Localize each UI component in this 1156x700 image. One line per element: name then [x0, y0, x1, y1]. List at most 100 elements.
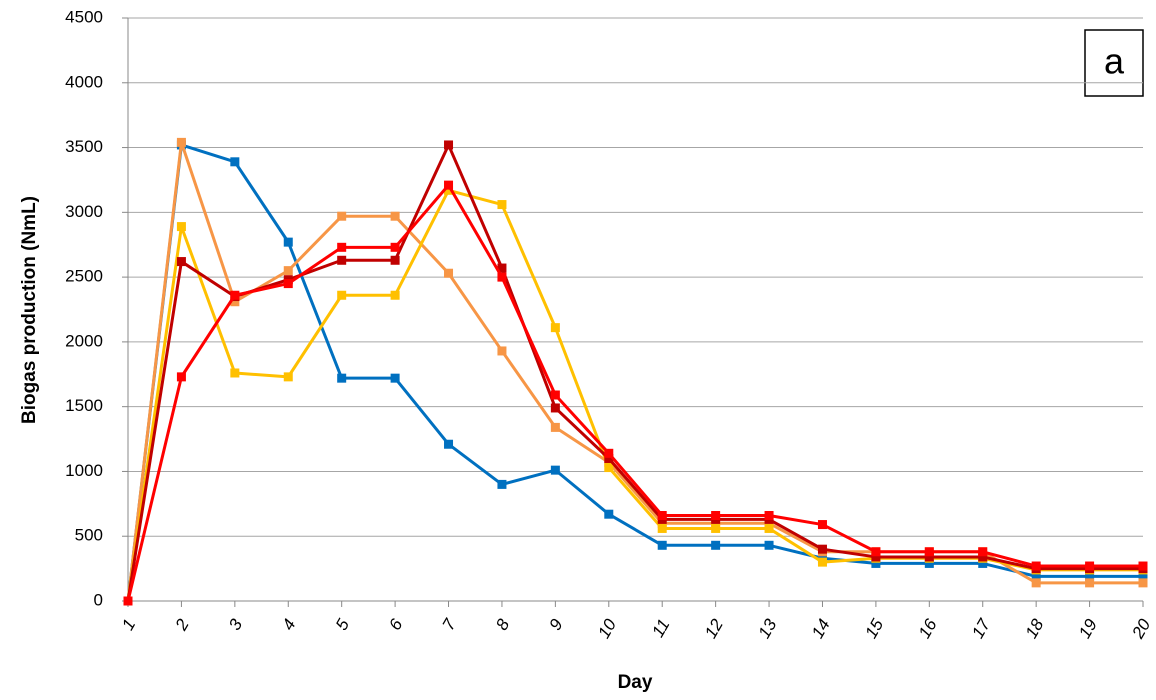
annotation: a	[1104, 41, 1125, 82]
y-tick-label: 2000	[65, 331, 103, 350]
x-tick-label: 13	[754, 615, 780, 641]
x-tick-label: 20	[1128, 615, 1155, 642]
point-marker	[1031, 561, 1041, 571]
point-marker	[497, 200, 507, 210]
point-marker	[337, 373, 347, 383]
series-line	[126, 143, 1143, 602]
point-marker	[390, 211, 400, 221]
point-marker	[123, 596, 133, 606]
point-marker	[176, 372, 186, 382]
point-marker	[444, 140, 454, 150]
point-marker	[657, 523, 667, 533]
point-marker	[657, 510, 667, 520]
point-marker	[978, 552, 988, 562]
point-marker	[604, 453, 614, 463]
point-marker	[390, 255, 400, 265]
point-marker	[497, 479, 507, 489]
series-line	[126, 140, 1143, 602]
point-marker	[283, 372, 293, 382]
point-marker	[550, 323, 560, 333]
point-marker	[230, 368, 240, 378]
point-marker	[444, 185, 454, 195]
point-marker	[176, 257, 186, 267]
point-marker	[390, 290, 400, 300]
point-marker	[337, 255, 347, 265]
point-marker	[924, 547, 934, 557]
point-marker	[604, 463, 614, 473]
point-marker	[817, 557, 827, 567]
point-marker	[550, 390, 560, 400]
point-marker	[1138, 571, 1148, 581]
point-marker	[657, 540, 667, 550]
y-tick-label: 4000	[65, 72, 103, 91]
point-marker	[444, 439, 454, 449]
point-marker	[1138, 578, 1148, 588]
y-axis-title: Biogas production (NmL)	[19, 196, 40, 424]
series-line	[126, 188, 1143, 602]
point-marker	[283, 266, 293, 276]
point-marker	[924, 552, 934, 562]
point-marker	[1138, 561, 1148, 571]
x-tick-label: 7	[439, 615, 460, 633]
x-tick-label: 17	[968, 615, 994, 641]
y-tick-label: 0	[94, 590, 103, 609]
series-line	[126, 143, 1143, 602]
point-marker	[283, 279, 293, 289]
point-marker	[176, 137, 186, 147]
point-marker	[711, 540, 721, 550]
y-tick-label: 1000	[65, 461, 103, 480]
y-tick-label: 3000	[65, 202, 103, 221]
series-line	[126, 183, 1143, 602]
point-marker	[978, 547, 988, 557]
point-marker	[497, 272, 507, 282]
y-tick-label: 1500	[65, 396, 103, 415]
point-marker	[871, 547, 881, 557]
x-tick-label: 16	[915, 615, 941, 641]
x-tick-label: 12	[701, 615, 727, 641]
x-tick-label: 18	[1022, 615, 1048, 641]
point-marker	[176, 222, 186, 232]
point-marker	[337, 242, 347, 252]
point-marker	[1031, 578, 1041, 588]
y-tick-label: 4500	[65, 7, 103, 26]
point-marker	[497, 346, 507, 356]
point-marker	[604, 509, 614, 519]
point-marker	[764, 523, 774, 533]
point-marker	[497, 263, 507, 273]
point-marker	[550, 422, 560, 432]
point-marker	[230, 290, 240, 300]
point-marker	[230, 297, 240, 307]
point-marker	[711, 510, 721, 520]
point-marker	[1031, 571, 1041, 581]
point-marker	[711, 523, 721, 533]
point-marker	[337, 290, 347, 300]
x-tick-label: 15	[861, 615, 887, 641]
point-marker	[924, 558, 934, 568]
x-tick-label: 10	[594, 615, 620, 641]
point-marker	[871, 558, 881, 568]
point-marker	[444, 268, 454, 278]
point-marker	[978, 558, 988, 568]
x-axis-title: Day	[618, 672, 653, 693]
point-marker	[817, 520, 827, 530]
point-marker	[1085, 578, 1095, 588]
y-tick-label: 2500	[65, 267, 103, 286]
point-marker	[764, 510, 774, 520]
x-tick-label: 2	[171, 615, 193, 634]
point-marker	[764, 540, 774, 550]
point-marker	[817, 544, 827, 554]
point-marker	[390, 373, 400, 383]
point-marker	[337, 211, 347, 221]
x-tick-label: 14	[808, 616, 834, 642]
point-marker	[550, 465, 560, 475]
x-tick-label: 9	[546, 615, 567, 633]
annotation-box	[1084, 29, 1144, 97]
point-marker	[1085, 571, 1095, 581]
x-tick-label: 1	[118, 616, 139, 634]
x-tick-label: 6	[385, 615, 406, 633]
x-tick-label: 8	[492, 615, 513, 633]
x-tick-label: 19	[1075, 615, 1101, 641]
x-tick-label: 11	[648, 616, 673, 641]
point-marker	[390, 242, 400, 252]
